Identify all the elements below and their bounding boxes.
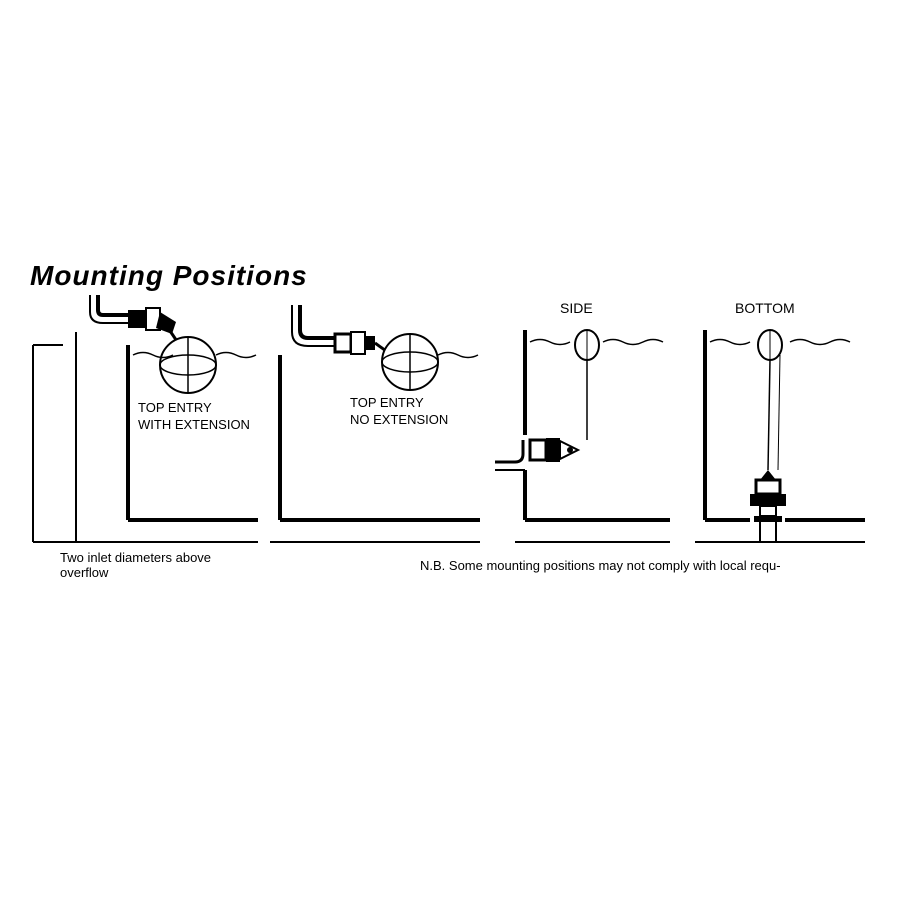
header-side: SIDE <box>560 300 593 316</box>
caption-p1: TOP ENTRY WITH EXTENSION <box>138 400 250 434</box>
diagram-side <box>495 320 670 570</box>
panel-side <box>495 320 670 570</box>
panel-top-entry-extension: TOP ENTRY WITH EXTENSION <box>28 290 258 570</box>
footnote-right: N.B. Some mounting positions may not com… <box>420 558 781 573</box>
panel-top-entry-no-extension: TOP ENTRY NO EXTENSION <box>270 300 480 570</box>
page-title: Mounting Positions <box>30 260 308 292</box>
diagram-bottom <box>690 320 865 570</box>
panel-bottom <box>690 320 865 570</box>
caption-p2: TOP ENTRY NO EXTENSION <box>350 395 448 429</box>
footnote-left: Two inlet diameters above overflow <box>60 550 211 580</box>
diagram-top-entry-no-extension <box>270 300 480 570</box>
header-bottom: BOTTOM <box>735 300 795 316</box>
